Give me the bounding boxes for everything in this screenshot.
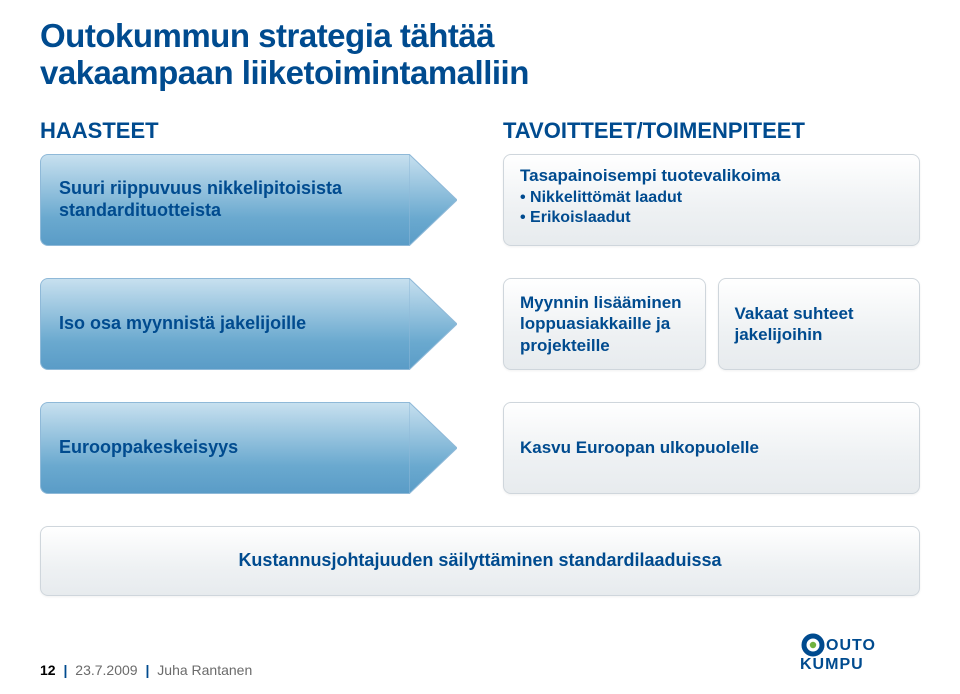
arrow-head-icon	[409, 278, 457, 370]
challenge-arrow-2: Iso osa myynnistä jakelijoille	[40, 278, 457, 370]
page-number: 12	[40, 662, 56, 678]
challenges-column: HAASTEET Suuri riippuvuus nikkelipitoisi…	[40, 118, 457, 526]
target-row-2: Myynnin lisääminen loppuasiakkaille ja p…	[503, 278, 920, 370]
target-card-2b: Vakaat suhteet jakelijoihin	[718, 278, 921, 370]
footer-sep-icon: |	[63, 662, 67, 678]
target-1-bullet-1: Nikkelittömät laadut	[520, 188, 903, 208]
target-2a-label: Myynnin lisääminen loppuasiakkaille ja p…	[520, 292, 689, 356]
targets-heading: TAVOITTEET/TOIMENPITEET	[503, 118, 920, 144]
footer-author: Juha Rantanen	[157, 662, 252, 678]
challenge-arrow-1: Suuri riippuvuus nikkelipitoisista stand…	[40, 154, 457, 246]
footer: 12 | 23.7.2009 | Juha Rantanen	[40, 662, 252, 678]
targets-column: TAVOITTEET/TOIMENPITEET Tasapainoisempi …	[503, 118, 920, 526]
challenge-3-label: Eurooppakeskeisyys	[40, 402, 409, 494]
title-line2: vakaampaan liiketoimintamalliin	[40, 54, 529, 91]
challenge-1-label: Suuri riippuvuus nikkelipitoisista stand…	[40, 154, 409, 246]
footer-sep-icon: |	[145, 662, 149, 678]
slide-title: Outokummun strategia tähtää vakaampaan l…	[40, 18, 920, 92]
footer-date: 23.7.2009	[75, 662, 137, 678]
target-card-2a: Myynnin lisääminen loppuasiakkaille ja p…	[503, 278, 706, 370]
bottom-card-label: Kustannusjohtajuuden säilyttäminen stand…	[238, 550, 721, 571]
target-2b-label: Vakaat suhteet jakelijoihin	[735, 303, 904, 346]
bottom-card: Kustannusjohtajuuden säilyttäminen stand…	[40, 526, 920, 596]
target-1-bullet-2: Erikoislaadut	[520, 208, 903, 228]
target-1-bullets: Nikkelittömät laadut Erikoislaadut	[520, 188, 903, 228]
target-3-label: Kasvu Euroopan ulkopuolelle	[520, 437, 903, 458]
challenge-2-label: Iso osa myynnistä jakelijoille	[40, 278, 409, 370]
two-columns: HAASTEET Suuri riippuvuus nikkelipitoisi…	[40, 118, 920, 526]
arrow-head-icon	[409, 154, 457, 246]
target-card-3: Kasvu Euroopan ulkopuolelle	[503, 402, 920, 494]
target-card-1: Tasapainoisempi tuotevalikoima Nikkelitt…	[503, 154, 920, 246]
arrow-head-icon	[409, 402, 457, 494]
title-line1: Outokummun strategia tähtää	[40, 17, 494, 54]
outokumpu-logo: OUTO KUMPU	[800, 631, 920, 678]
challenge-arrow-3: Eurooppakeskeisyys	[40, 402, 457, 494]
challenges-heading: HAASTEET	[40, 118, 457, 144]
target-1-head: Tasapainoisempi tuotevalikoima	[520, 165, 903, 186]
logo-text-bottom: KUMPU	[800, 656, 864, 673]
logo-text-top: OUTO	[826, 637, 876, 654]
